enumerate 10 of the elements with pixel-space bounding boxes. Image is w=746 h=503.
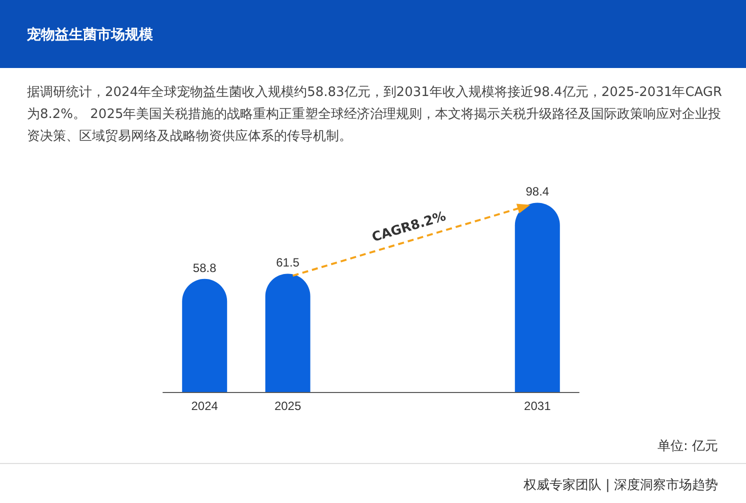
text: 权威专家团队 | 深度洞察市场趋势	[523, 477, 718, 494]
x-tick-label: 2025	[274, 399, 302, 413]
text: 单位: 亿元	[657, 438, 718, 455]
x-tick-label: 2024	[191, 399, 218, 413]
x-tick-label: 2031	[524, 399, 552, 413]
data-label: 61.5	[276, 256, 300, 270]
chart-subtitle: 据调研统计，2024年全球宠物益生菌收入规模约58.83亿元，到2031年收入规模将接近98.4亿元，2025-2031年CAGR为8.2%。 2025年美国关税措施的战略重构正重塑全球经济治理规则，本文将揭示关税升级路径及国际政策响应对企业投资决策、区域贸易网络及战略物资供应体系的传导机制。	[27, 84, 724, 146]
chart-title: 宠物益生菌市场规模	[27, 26, 153, 44]
data-label: 58.8	[192, 260, 217, 275]
data-label: 98.4	[526, 184, 550, 199]
